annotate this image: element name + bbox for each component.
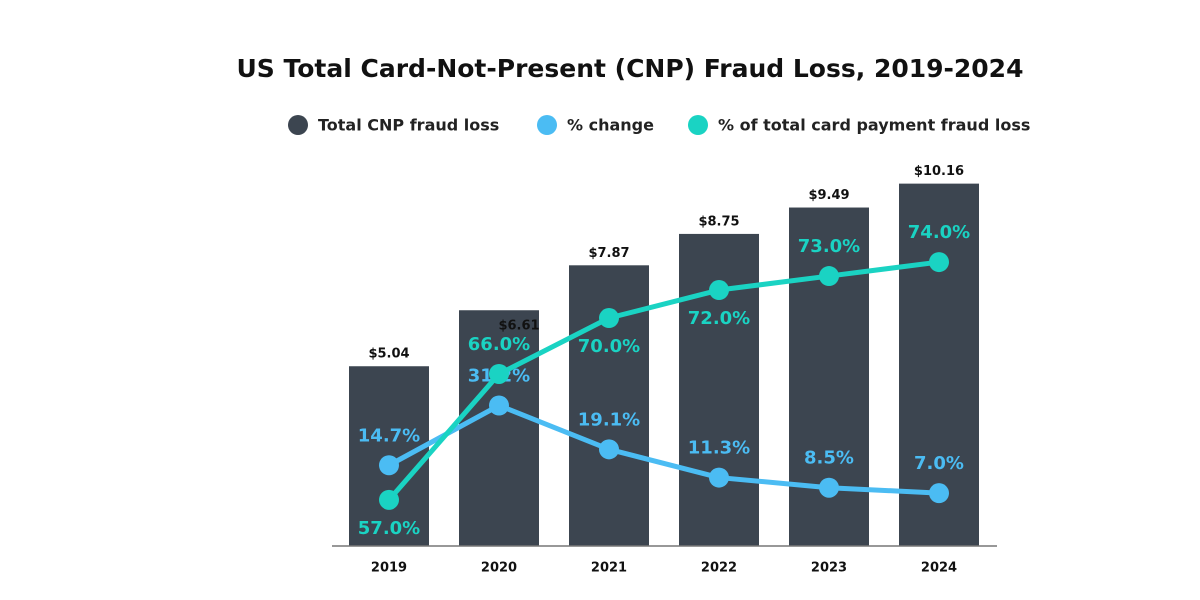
line-point bbox=[489, 395, 509, 416]
line-point bbox=[709, 467, 729, 488]
x-tick-label: 2019 bbox=[371, 561, 407, 576]
chart-title: US Total Card-Not-Present (CNP) Fraud Lo… bbox=[237, 54, 1024, 83]
x-tick-label: 2021 bbox=[591, 561, 627, 576]
legend-label: Total CNP fraud loss bbox=[318, 116, 499, 135]
x-tick-label: 2022 bbox=[701, 561, 737, 576]
x-tick-label: 2020 bbox=[481, 561, 517, 576]
legend-marker bbox=[288, 115, 308, 135]
line-point bbox=[379, 455, 399, 476]
legend-marker bbox=[537, 115, 557, 135]
x-tick-label: 2024 bbox=[921, 561, 957, 576]
legend-label: % of total card payment fraud loss bbox=[718, 116, 1030, 135]
line-value-label: 8.5% bbox=[804, 448, 854, 469]
x-tick-label: 2023 bbox=[811, 561, 847, 576]
line bbox=[387, 259, 940, 502]
line-point bbox=[819, 266, 839, 287]
line-point bbox=[929, 252, 949, 273]
bar-value-label: $9.49 bbox=[808, 188, 849, 203]
line-value-label: 72.0% bbox=[688, 308, 750, 329]
line-point bbox=[709, 280, 729, 301]
line-point bbox=[599, 439, 619, 460]
line-point bbox=[599, 308, 619, 329]
legend-label: % change bbox=[567, 116, 654, 135]
bar-value-label: $10.16 bbox=[914, 164, 964, 179]
line-value-label: 11.3% bbox=[688, 438, 750, 459]
line-value-label: 57.0% bbox=[358, 518, 420, 539]
line-point bbox=[489, 363, 509, 384]
bar-value-label: $6.61 bbox=[498, 319, 539, 334]
line-value-label: 74.0% bbox=[908, 222, 970, 243]
bar bbox=[459, 310, 539, 546]
bar-value-label: $7.87 bbox=[588, 246, 629, 261]
line-value-label: 7.0% bbox=[914, 453, 964, 474]
line-point bbox=[929, 483, 949, 504]
bar-value-label: $5.04 bbox=[368, 347, 409, 362]
line-value-label: 19.1% bbox=[578, 409, 640, 430]
bar-value-label: $8.75 bbox=[698, 214, 739, 229]
line bbox=[387, 403, 940, 496]
line-value-label: 14.7% bbox=[358, 425, 420, 446]
line-value-label: 66.0% bbox=[468, 334, 530, 355]
bar bbox=[569, 265, 649, 546]
line-value-label: 70.0% bbox=[578, 336, 640, 357]
line-point bbox=[379, 489, 399, 510]
line-value-label: 73.0% bbox=[798, 236, 860, 257]
legend-marker bbox=[688, 115, 708, 135]
line-point bbox=[819, 477, 839, 498]
